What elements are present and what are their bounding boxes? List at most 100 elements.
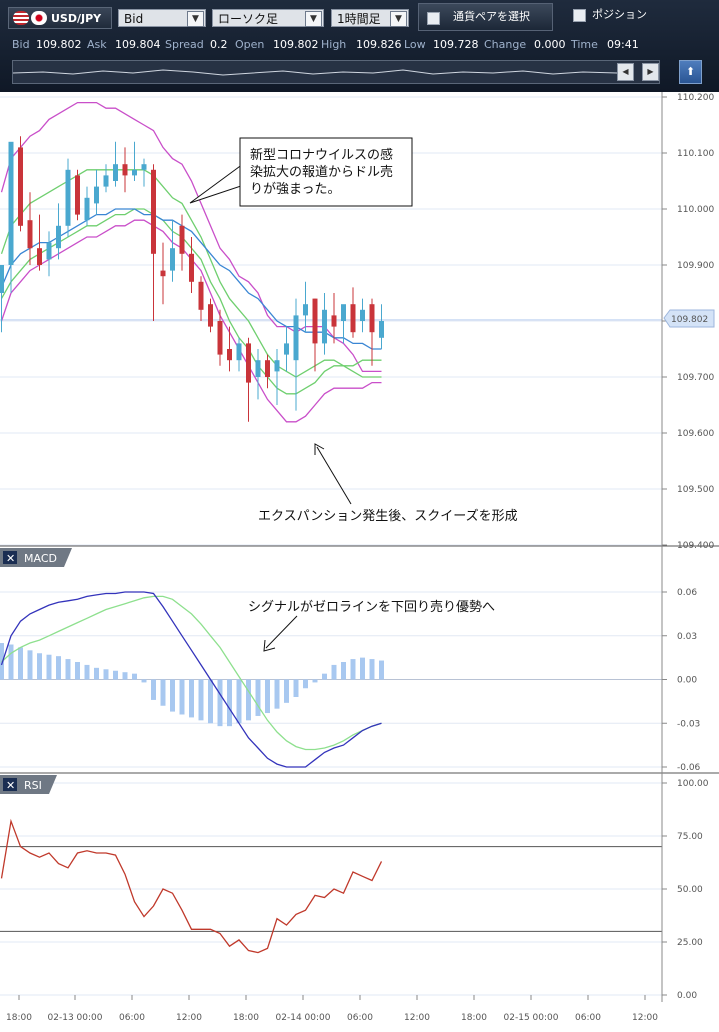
- us-flag-icon: [13, 11, 29, 25]
- timeframe-value: 1時間足: [337, 12, 381, 26]
- quote-label-open: Open: [235, 38, 265, 51]
- position-label: ポジション: [592, 8, 647, 21]
- candle-body: [312, 298, 318, 344]
- macd-tick-label: 0.00: [677, 676, 697, 686]
- quote-label-spread: Spread: [165, 38, 204, 51]
- candle-body: [84, 197, 90, 221]
- macd-histogram-bar: [227, 679, 232, 727]
- callout-box: [239, 137, 413, 207]
- price-tick-label: 110.000: [677, 205, 714, 215]
- chart-area: 110.200110.100110.000109.900109.800109.7…: [0, 92, 719, 1023]
- macd-histogram-bar: [179, 679, 185, 715]
- candle-body: [75, 175, 80, 215]
- rsi-title-tab: ✕ RSI: [0, 775, 57, 794]
- pair-select-label: 通貨ペアを選択: [453, 10, 530, 23]
- macd-histogram-bar: [37, 653, 42, 680]
- checkbox-icon: [573, 9, 586, 22]
- candle-body: [37, 248, 42, 265]
- overview-navigator[interactable]: ◀ ▶: [12, 60, 660, 84]
- squeeze-annotation-text: エクスパンション発生後、スクイーズを形成: [258, 508, 518, 524]
- candle-body: [293, 315, 299, 361]
- quote-label-bid: Bid: [12, 38, 30, 51]
- macd-panel: 0.06 0.03 0.00 -0.03 -0.06 ✕ MACD シグナルがゼロライン…: [0, 548, 701, 773]
- pair-select-button[interactable]: 通貨ペアを選択: [418, 3, 553, 31]
- price-type-select[interactable]: Bid ▼: [118, 9, 206, 27]
- macd-histogram-bar: [46, 654, 52, 680]
- candle-body: [369, 304, 375, 333]
- macd-histogram-bar: [18, 647, 23, 680]
- x-tick-label: 12:00: [404, 1013, 430, 1023]
- candle-body: [236, 343, 242, 361]
- macd-signal-line: [1, 595, 382, 751]
- candle-body: [322, 309, 327, 344]
- macd-gridlines: [0, 591, 662, 768]
- candle-body: [27, 220, 33, 249]
- candle-body: [113, 164, 118, 181]
- chart-type-value: ローソク足: [218, 12, 279, 26]
- macd-lines: [0, 591, 382, 768]
- candlesticks: [0, 136, 384, 422]
- candle-body: [350, 304, 356, 333]
- x-tick-label: 18:00: [461, 1013, 487, 1023]
- macd-tick-label: 0.03: [677, 632, 697, 642]
- macd-histogram-bar: [341, 662, 346, 680]
- candle-body: [8, 141, 14, 265]
- zoom-icon[interactable]: ⬆: [679, 60, 702, 84]
- rsi-line: [0, 818, 383, 954]
- bollinger-inner-upper-band: [0, 169, 382, 378]
- currency-pair-selector[interactable]: USD/JPY: [8, 7, 112, 29]
- macd-histogram-bar: [236, 679, 242, 724]
- close-icon[interactable]: [3, 551, 17, 564]
- candle-body: [132, 169, 137, 176]
- scroll-right-button[interactable]: ▶: [642, 63, 659, 81]
- macd-histogram-bar: [103, 669, 109, 680]
- rsi-panel: 100.00 75.00 50.00 25.00 0.00 ✕ RSI: [0, 775, 709, 1001]
- chart-type-select[interactable]: ローソク足 ▼: [212, 9, 324, 27]
- callout-mask: [242, 163, 254, 183]
- macd-histogram-bar: [331, 664, 337, 680]
- quote-label-high: High: [321, 38, 347, 51]
- macd-histogram-bar: [132, 673, 137, 680]
- timeframe-select[interactable]: 1時間足 ▼: [331, 9, 409, 27]
- candle-body: [141, 164, 147, 170]
- rsi-gridlines: [0, 782, 662, 996]
- macd-histogram-bar: [322, 673, 327, 680]
- x-tick-label: 12:00: [632, 1013, 658, 1023]
- macd-histogram-bar: [369, 659, 375, 680]
- x-tick-label: 02-13 00:00: [48, 1013, 103, 1023]
- candle-body: [151, 169, 156, 254]
- candle-body: [103, 175, 109, 187]
- candle-body: [122, 164, 128, 176]
- annotation-arrow-line: [265, 615, 298, 649]
- macd-axis: 0.06 0.03 0.00 -0.03 -0.06: [662, 588, 701, 773]
- rsi-tick-label: 50.00: [677, 885, 703, 895]
- macd-histogram-bar: [246, 679, 251, 721]
- close-icon[interactable]: [3, 778, 17, 791]
- x-tick-label: 02-15 00:00: [504, 1013, 559, 1023]
- price-tick-label: 109.700: [677, 373, 714, 383]
- chevron-down-icon: ▼: [390, 11, 407, 27]
- rsi-tick-label: 25.00: [677, 938, 703, 948]
- x-tick-label: 02-14 00:00: [276, 1013, 331, 1023]
- macd-histogram-bar: [312, 679, 318, 683]
- x-tick-label: 12:00: [176, 1013, 202, 1023]
- price-panel: 110.200110.100110.000109.900109.800109.7…: [0, 92, 715, 551]
- candle-body: [379, 321, 384, 338]
- macd-histogram-bar: [84, 664, 90, 680]
- candle-body: [255, 360, 261, 377]
- close-icon-glyph: ✕: [6, 779, 15, 792]
- quote-value-time: 09:41: [607, 38, 639, 51]
- macd-tab-background: [0, 548, 72, 567]
- quote-value-change: 0.000: [534, 38, 566, 51]
- bollinger-upper-band: [0, 101, 382, 373]
- macd-tick-label: 0.06: [677, 588, 697, 598]
- macd-histogram: [0, 643, 384, 727]
- price-type-value: Bid: [124, 12, 144, 26]
- macd-tick-label: -0.06: [677, 763, 701, 773]
- macd-histogram-bar: [303, 679, 308, 689]
- price-tick-label: 110.100: [677, 149, 714, 159]
- scroll-left-button[interactable]: ◀: [617, 63, 634, 81]
- position-toggle[interactable]: ポジション: [565, 3, 661, 29]
- quote-label-change: Change: [484, 38, 527, 51]
- price-tick-label: 109.900: [677, 261, 714, 271]
